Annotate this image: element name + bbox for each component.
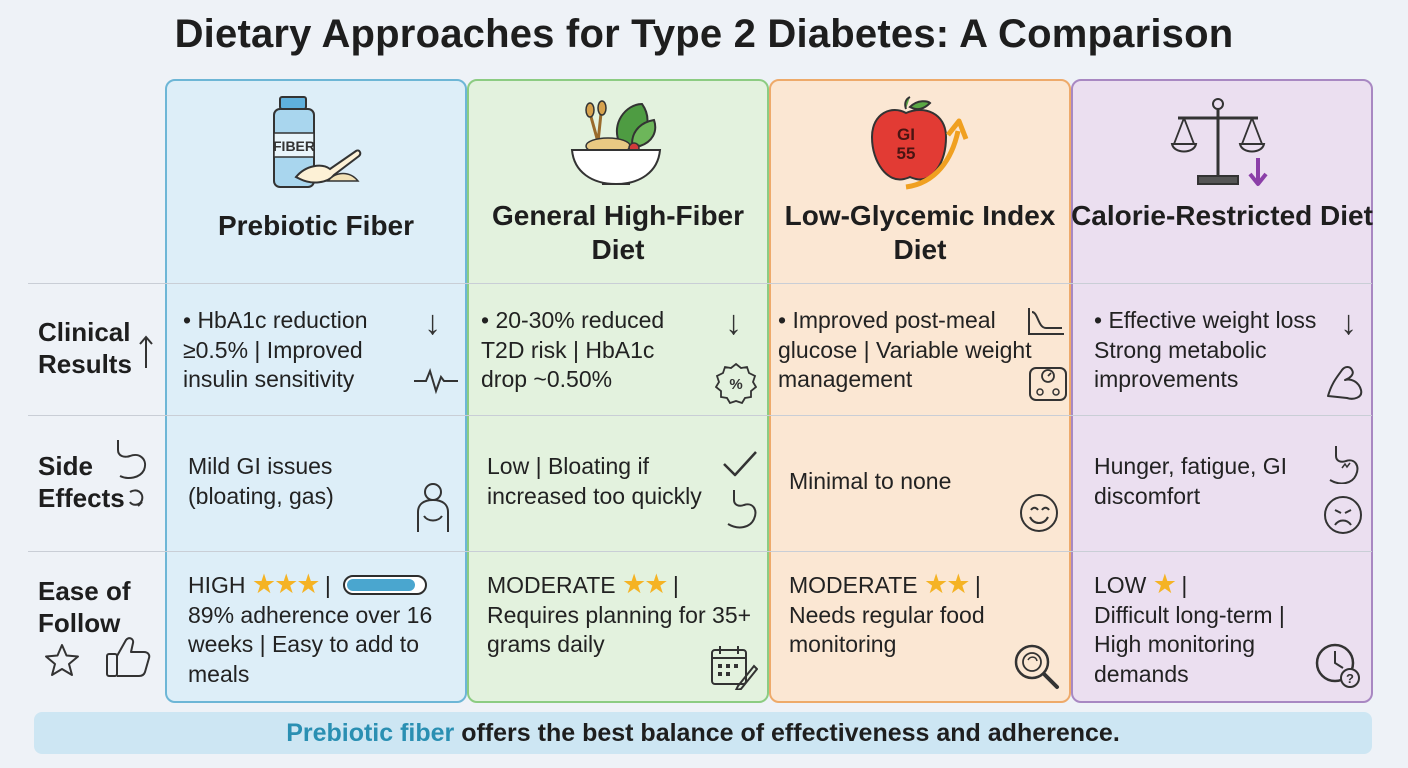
row-divider — [28, 283, 1372, 284]
heartbeat-icon — [414, 367, 458, 395]
percent-badge-icon: % — [715, 362, 757, 404]
row-divider — [28, 551, 1372, 552]
adherence-progress-bar — [343, 575, 428, 595]
summary-text: offers the best balance of effectiveness… — [454, 719, 1120, 747]
ease-block: MODERATE ★★ | Requires planning for 35+ … — [487, 569, 752, 658]
calendar-pencil-icon — [711, 646, 758, 690]
ease-stars: ★★★ — [251, 569, 321, 599]
salad-bowl-icon — [570, 100, 662, 186]
stomach-icon — [727, 490, 757, 529]
row-label-ease: Ease of Follow — [38, 576, 131, 638]
thumbs-up-icon — [106, 637, 151, 677]
side-effects-text: Minimal to none — [789, 468, 952, 494]
summary-banner: Prebiotic fiber offers the best balance … — [34, 712, 1372, 754]
star-outline-icon — [45, 644, 79, 676]
jar-label: FIBER — [273, 138, 315, 154]
stomach-icon — [117, 440, 146, 507]
row-label-side-effects: Side Effects — [38, 451, 125, 513]
fiber-jar-icon: FIBER — [273, 96, 362, 188]
ease-stars: ★★ — [924, 569, 970, 599]
magnifier-food-icon — [1014, 644, 1059, 689]
up-arrow-icon — [139, 335, 153, 368]
row-label-clinical: Clinical Results — [38, 317, 132, 379]
column-title: Calorie-Restricted Diet — [1071, 200, 1373, 231]
clinical-text: • 20-30% reduced T2D risk | HbA1c drop ~… — [481, 307, 665, 392]
ease-level: MODERATE — [789, 572, 918, 598]
svg-text:?: ? — [1346, 671, 1354, 686]
progress-fill — [347, 579, 416, 591]
ease-text: Needs regular food monitoring — [789, 601, 985, 658]
apple-gi-text: GI — [897, 125, 915, 144]
column-title: Low-Glycemic Index Diet — [784, 200, 1056, 265]
scale-weight-icon — [1029, 367, 1067, 401]
sad-face-icon — [1324, 496, 1362, 534]
clinical-text: • Improved post-meal glucose | Variable … — [778, 307, 1032, 392]
side-effects-text: Hunger, fatigue, GI discomfort — [1094, 453, 1288, 509]
checkmark-icon — [723, 451, 757, 477]
side-effects-text: Mild GI issues (bloating, gas) — [188, 453, 334, 509]
ease-stars: ★ — [1152, 569, 1177, 599]
down-arrow-icon: ↓ — [424, 304, 441, 342]
ease-block: MODERATE ★★ | Needs regular food monitor… — [789, 569, 985, 658]
ease-block: HIGH ★★★ | 89% adherence over 16 weeks |… — [188, 569, 433, 687]
balance-scale-icon — [1170, 98, 1268, 186]
ease-text: Difficult long-term | High monitoring de… — [1094, 601, 1285, 687]
column-title: Prebiotic Fiber — [217, 210, 415, 241]
page-title: Dietary Approaches for Type 2 Diabetes: … — [174, 12, 1234, 56]
row-divider — [28, 415, 1372, 416]
svg-text:%: % — [729, 376, 742, 393]
ease-block: LOW ★ | Difficult long-term | High monit… — [1094, 569, 1285, 687]
person-stomachache-icon — [417, 483, 449, 532]
clinical-text: • Effective weight loss Strong metabolic… — [1094, 307, 1317, 392]
clock-question-icon: ? — [1315, 643, 1360, 688]
column-title: General High-Fiber Diet — [491, 200, 745, 265]
apple-gi-icon: GI 55 — [870, 96, 969, 190]
ease-text: Requires planning for 35+ grams daily — [487, 601, 752, 658]
glucose-curve-icon — [1028, 308, 1064, 335]
apple-gi-number: 55 — [897, 144, 916, 163]
smiley-icon — [1020, 494, 1058, 532]
stomach-icon — [1329, 446, 1359, 484]
ease-text: 89% adherence over 16 weeks | Easy to ad… — [188, 601, 433, 687]
down-arrow-icon: ↓ — [1340, 304, 1357, 342]
flexed-arm-icon — [1327, 366, 1363, 400]
down-arrow-icon: ↓ — [725, 304, 742, 342]
summary-highlight: Prebiotic fiber — [286, 719, 455, 747]
ease-level: MODERATE — [487, 572, 616, 598]
ease-level: HIGH — [188, 572, 246, 598]
clinical-text: • HbA1c reduction ≥0.5% | Improved insul… — [183, 307, 368, 392]
ease-stars: ★★ — [622, 569, 668, 599]
ease-level: LOW — [1094, 572, 1147, 598]
side-effects-text: Low | Bloating if increased too quickly — [487, 453, 702, 509]
